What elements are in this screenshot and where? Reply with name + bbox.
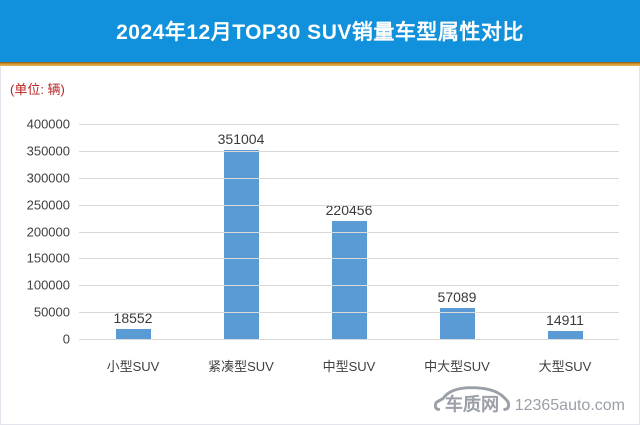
bar-value-label: 18552	[113, 310, 153, 327]
x-axis-category-label: 中大型SUV	[424, 359, 490, 374]
header-accent-line	[0, 62, 640, 66]
bar-value-label: 57089	[437, 289, 477, 306]
site-url-text: 12365auto.com	[514, 397, 625, 414]
gridline	[79, 285, 619, 287]
gridline	[79, 258, 619, 260]
y-axis-tick-label: 300000	[26, 170, 70, 186]
bar-value-label: 351004	[217, 131, 265, 148]
gridline	[79, 231, 619, 233]
gridline	[79, 312, 619, 314]
gridline	[79, 150, 619, 152]
x-axis-category-label: 中型SUV	[322, 359, 376, 374]
y-axis-tick-label: 0	[62, 331, 70, 347]
y-axis-tick-label: 250000	[26, 197, 70, 213]
x-axis-labels: 小型SUV 紧凑型SUV 中型SUV 中大型SUV 大型SUV	[79, 356, 619, 375]
gridline	[79, 124, 619, 125]
bar-小型SUV	[115, 329, 151, 339]
bar-cell: 57089	[403, 124, 511, 339]
bar-中型SUV	[331, 220, 367, 339]
bar-value-label: 14911	[546, 312, 584, 328]
y-axis-tick-label: 150000	[26, 250, 70, 266]
unit-label: (单位: 辆)	[10, 82, 65, 97]
y-axis-tick-label: 200000	[26, 224, 70, 239]
chart-container: (单位: 辆) 18552 351004 220456 57089 14911 0 500…	[0, 66, 640, 425]
y-axis-tick-label: 100000	[26, 277, 70, 293]
cheziwang-logo: 车质网	[433, 386, 510, 415]
bar-cell: 351004	[187, 124, 295, 339]
page-title: 2024年12月TOP30 SUV销量车型属性对比	[116, 21, 524, 44]
bar-大型SUV	[547, 331, 583, 339]
footer-brand: 车质网 12365auto.com	[433, 382, 625, 418]
y-axis-tick-label: 400000	[26, 116, 70, 132]
bar-cell: 220456	[295, 124, 403, 339]
bar-cell: 14911	[511, 124, 619, 339]
x-axis-category-label: 紧凑型SUV	[208, 359, 274, 374]
x-axis-category-label: 小型SUV	[106, 359, 160, 374]
plot-area: 18552 351004 220456 57089 14911 0 50000 100000…	[27, 117, 619, 347]
bar-中大型SUV	[439, 308, 475, 339]
y-axis-tick-label: 50000	[33, 304, 70, 320]
bar-紧凑型SUV	[223, 150, 259, 339]
logo-brand-text: 车质网	[445, 394, 499, 415]
gridline	[79, 177, 619, 179]
bars-row: 18552 351004 220456 57089 14911	[79, 124, 619, 339]
y-axis-tick-label: 350000	[26, 143, 70, 159]
x-axis-category-label: 大型SUV	[538, 359, 592, 374]
gridline	[79, 204, 619, 206]
gridline	[79, 339, 619, 340]
bar-cell: 18552	[79, 124, 187, 339]
header-banner: 2024年12月TOP30 SUV销量车型属性对比	[0, 0, 640, 62]
